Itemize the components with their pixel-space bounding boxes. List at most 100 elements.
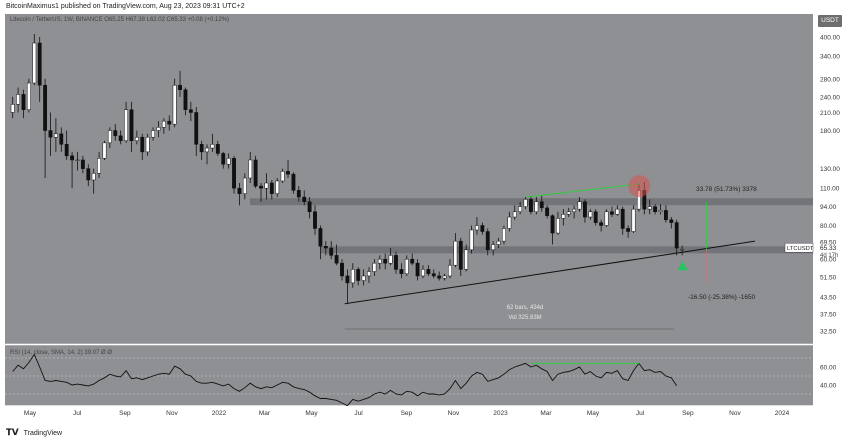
- candle[interactable]: [421, 265, 425, 279]
- candle[interactable]: [280, 168, 285, 183]
- currency-button[interactable]: USDT: [818, 15, 842, 27]
- candle[interactable]: [345, 269, 350, 304]
- candle[interactable]: [134, 130, 139, 145]
- candle[interactable]: [313, 205, 317, 235]
- candle[interactable]: [53, 118, 58, 152]
- candle[interactable]: [399, 263, 404, 279]
- candle[interactable]: [394, 251, 398, 274]
- up-measure-label[interactable]: 33.78 (51.73%) 3378: [696, 186, 757, 193]
- candle[interactable]: [458, 237, 463, 276]
- candle[interactable]: [372, 259, 377, 276]
- candle[interactable]: [161, 118, 166, 134]
- candle[interactable]: [248, 151, 253, 183]
- candle[interactable]: [561, 209, 566, 226]
- candle[interactable]: [334, 244, 339, 266]
- candle[interactable]: [307, 197, 312, 219]
- candle[interactable]: [242, 173, 247, 200]
- candle[interactable]: [210, 133, 215, 152]
- candle[interactable]: [480, 222, 485, 235]
- candle[interactable]: [237, 182, 242, 206]
- candle[interactable]: [259, 182, 263, 202]
- candle[interactable]: [75, 151, 80, 171]
- candle[interactable]: [453, 233, 458, 268]
- candle[interactable]: [205, 144, 209, 165]
- candle[interactable]: [556, 211, 560, 235]
- candle[interactable]: [653, 204, 658, 215]
- candle[interactable]: [410, 253, 415, 266]
- range-bars-label[interactable]: 62 bars, 434d: [507, 305, 544, 311]
- candle[interactable]: [658, 204, 663, 215]
- candle[interactable]: [302, 190, 307, 206]
- candle[interactable]: [329, 241, 334, 260]
- candle[interactable]: [215, 140, 220, 156]
- rsi-legend[interactable]: RSI (14, close, SMA, 14, 2) 39.07 Ø Ø: [10, 350, 113, 356]
- candle[interactable]: [361, 269, 366, 286]
- candle[interactable]: [469, 225, 474, 254]
- candle[interactable]: [188, 101, 193, 122]
- candle[interactable]: [442, 273, 447, 281]
- candle[interactable]: [21, 89, 26, 119]
- candle[interactable]: [491, 241, 496, 256]
- author-name[interactable]: BitcoinMaximus1: [6, 3, 59, 10]
- candle[interactable]: [680, 245, 685, 256]
- candle[interactable]: [502, 225, 506, 245]
- candle[interactable]: [156, 121, 161, 138]
- candle[interactable]: [448, 259, 452, 279]
- candle[interactable]: [194, 107, 199, 156]
- candle[interactable]: [615, 205, 620, 216]
- candle[interactable]: [80, 155, 85, 174]
- candle[interactable]: [221, 151, 226, 169]
- candle[interactable]: [566, 207, 571, 218]
- candle[interactable]: [113, 124, 118, 141]
- candle[interactable]: [102, 140, 107, 160]
- candle[interactable]: [172, 78, 177, 128]
- candle[interactable]: [37, 37, 42, 102]
- candle[interactable]: [183, 87, 188, 116]
- candle[interactable]: [43, 78, 48, 179]
- bearish-divergence-line[interactable]: [525, 183, 640, 198]
- candle[interactable]: [674, 219, 679, 256]
- candle[interactable]: [199, 140, 204, 160]
- candle[interactable]: [383, 253, 388, 270]
- candle[interactable]: [669, 217, 674, 229]
- candle[interactable]: [539, 195, 544, 212]
- ascending-support-line[interactable]: [344, 240, 756, 305]
- candle[interactable]: [323, 241, 328, 256]
- candle[interactable]: [496, 237, 501, 249]
- candle[interactable]: [599, 219, 604, 232]
- candle[interactable]: [647, 199, 652, 215]
- candle[interactable]: [16, 87, 21, 113]
- candle[interactable]: [431, 269, 436, 279]
- candle[interactable]: [286, 159, 290, 179]
- candle[interactable]: [604, 209, 609, 227]
- tradingview-logo[interactable]: 𝐓𝗩 TradingView: [6, 427, 62, 438]
- down-measure-label[interactable]: -16.50 (-25.38%) -1650: [688, 294, 756, 301]
- candle[interactable]: [437, 271, 442, 281]
- candle[interactable]: [318, 225, 323, 260]
- candle[interactable]: [572, 205, 577, 219]
- candle[interactable]: [518, 201, 523, 215]
- candle[interactable]: [226, 153, 231, 169]
- candle[interactable]: [512, 205, 517, 220]
- support-band[interactable]: [320, 246, 813, 254]
- candle[interactable]: [475, 217, 479, 235]
- candle[interactable]: [415, 259, 420, 281]
- candle[interactable]: [64, 130, 69, 160]
- candle[interactable]: [663, 205, 668, 223]
- candle[interactable]: [577, 197, 582, 212]
- candle[interactable]: [377, 255, 382, 270]
- price-scale-bg[interactable]: [813, 14, 850, 405]
- candle[interactable]: [523, 197, 528, 210]
- candle[interactable]: [367, 267, 371, 283]
- candle[interactable]: [253, 155, 258, 189]
- candle[interactable]: [464, 244, 469, 272]
- candle[interactable]: [631, 205, 636, 234]
- symbol-name[interactable]: Litecoin / TetherUS, 1W, BINANCE: [10, 17, 103, 23]
- candle[interactable]: [610, 206, 614, 218]
- candle[interactable]: [118, 130, 123, 145]
- rsi-line[interactable]: [12, 353, 678, 407]
- candle[interactable]: [291, 172, 296, 194]
- bounce-arrow-icon[interactable]: [677, 261, 688, 271]
